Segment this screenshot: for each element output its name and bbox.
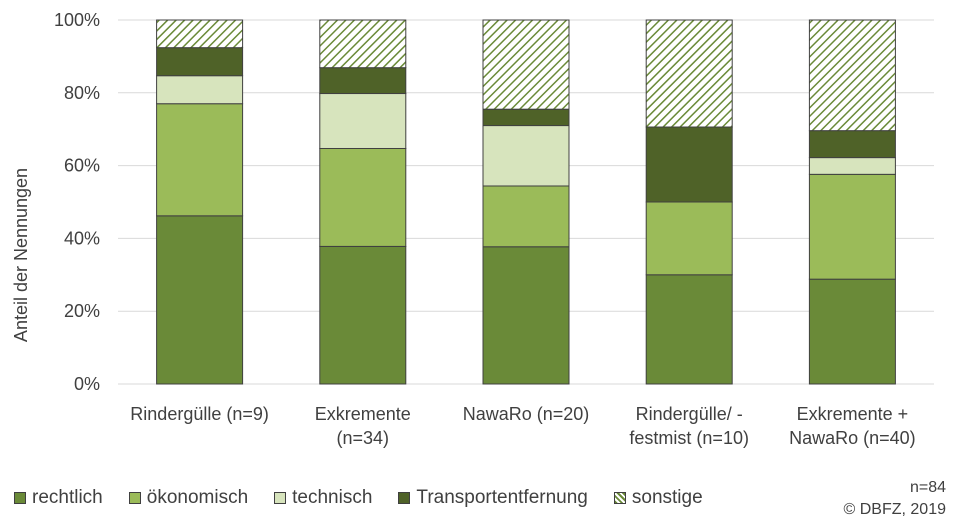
- bar-segment: [156, 215, 244, 385]
- x-tick-label: Exkremente: [315, 404, 411, 424]
- y-tick-label: 80%: [64, 83, 100, 103]
- legend-item: technisch: [274, 487, 372, 509]
- bar-segment: [482, 108, 570, 127]
- bar-segment: [808, 130, 896, 159]
- bar-segment: [808, 278, 896, 385]
- y-tick-label: 0%: [74, 374, 100, 394]
- bar-segment: [808, 157, 896, 175]
- x-tick-label: festmist (n=10): [629, 428, 749, 448]
- legend-label: Transportentfernung: [416, 487, 588, 508]
- legend-item: sonstige: [613, 487, 703, 509]
- bar-segment: [156, 47, 244, 77]
- bar-segment: [156, 19, 244, 49]
- legend-swatch: [613, 492, 626, 504]
- bars: [156, 19, 896, 385]
- bar-segment: [645, 19, 733, 128]
- bar-segment: [319, 67, 407, 95]
- bar-segment: [319, 93, 407, 149]
- bar-segment: [808, 173, 896, 280]
- bar-segment: [319, 19, 407, 69]
- legend-swatch: [398, 492, 411, 504]
- bar-segment: [482, 125, 570, 187]
- bar-segment: [645, 201, 733, 276]
- bar-segment: [482, 185, 570, 248]
- legend-item: Transportentfernung: [398, 487, 588, 509]
- y-tick-label: 60%: [64, 156, 100, 176]
- y-tick-label: 100%: [54, 10, 100, 30]
- legend-item: ökonomisch: [128, 487, 249, 509]
- y-tick-label: 20%: [64, 301, 100, 321]
- bar-segment: [482, 19, 570, 110]
- x-tick-label: (n=34): [337, 428, 390, 448]
- legend-label: sonstige: [631, 487, 703, 508]
- bar-segment: [319, 147, 407, 247]
- legend-swatch: [274, 492, 287, 504]
- legend-swatch: [128, 492, 141, 504]
- sample-size-note: n=84: [909, 479, 946, 496]
- bar-segment: [319, 245, 407, 385]
- legend: rechtlich ökonomisch technisch Transportent…: [14, 486, 729, 510]
- x-tick-label: Exkremente +: [797, 404, 909, 424]
- x-tick-label: NawaRo (n=20): [463, 404, 590, 424]
- x-tick-label: NawaRo (n=40): [789, 428, 916, 448]
- legend-swatch: [14, 492, 26, 504]
- bar-segment: [482, 246, 570, 385]
- x-category-labels: Rindergülle (n=9) Exkremente (n=34) NawaRo …: [130, 404, 915, 448]
- bar-segment: [645, 274, 733, 385]
- bar-segment: [645, 126, 733, 203]
- legend-label: technisch: [292, 487, 373, 508]
- y-axis-label: Anteil der Nennungen: [11, 168, 31, 342]
- y-tick-label: 40%: [64, 228, 100, 248]
- bar-segment: [808, 19, 896, 132]
- bar-segment: [156, 75, 244, 105]
- legend-label: rechtlich: [32, 487, 103, 508]
- legend-label: ökonomisch: [146, 487, 249, 508]
- copyright-note: © DBFZ, 2019: [843, 501, 947, 518]
- source-note: n=84 © DBFZ, 2019: [844, 477, 947, 521]
- bar-segment: [156, 103, 244, 217]
- x-tick-label: Rindergülle (n=9): [130, 404, 269, 424]
- x-tick-label: Rindergülle/ -: [636, 404, 743, 424]
- y-tick-labels: 0% 20% 40% 60% 80% 100%: [54, 10, 100, 394]
- legend-item: rechtlich: [14, 487, 103, 509]
